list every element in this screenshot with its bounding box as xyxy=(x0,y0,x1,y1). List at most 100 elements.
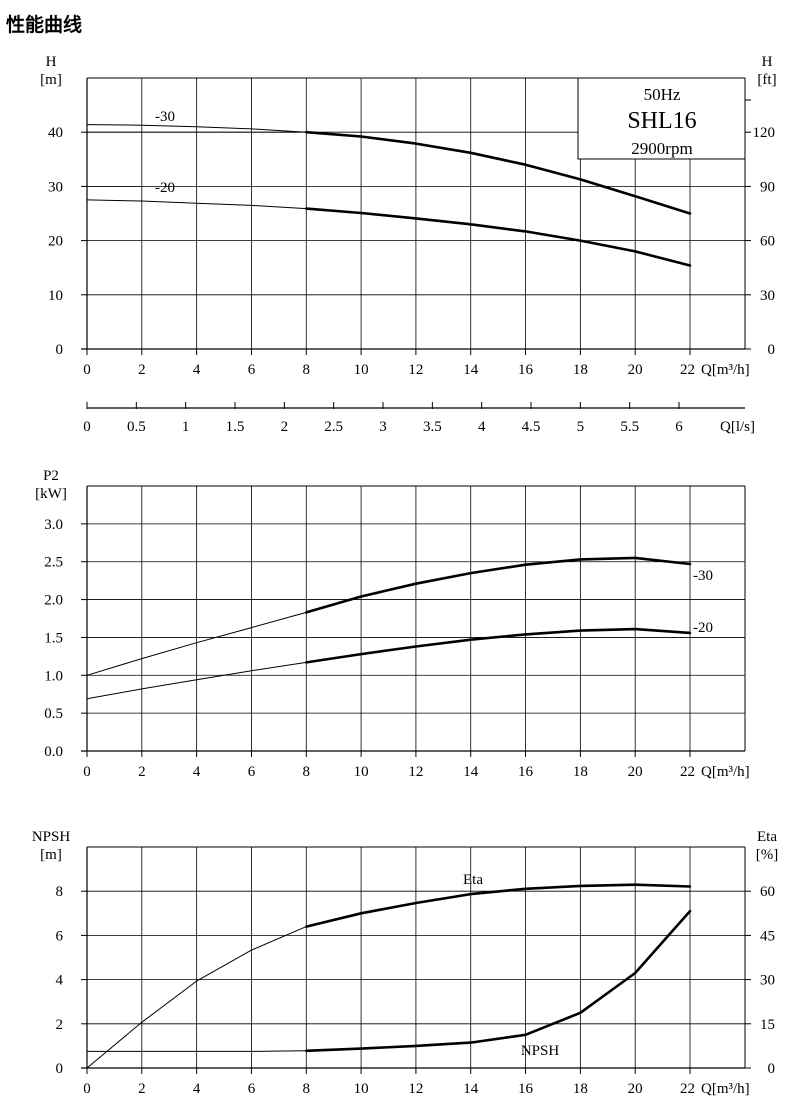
chart0-xtick-label: 22 xyxy=(680,362,695,378)
chart2-xtick-label: 22 xyxy=(680,1081,695,1097)
chart2-ylabel: NPSH xyxy=(32,829,71,845)
chart0-xtick-label: 8 xyxy=(303,362,311,378)
chart1-xtick-label: 0 xyxy=(83,764,91,780)
chart2-ytick-label: 2 xyxy=(56,1017,64,1033)
chart1-yunit: [kW] xyxy=(35,486,67,502)
chart0-ytick-label: 10 xyxy=(48,288,63,304)
q-ls-tick-label: 4 xyxy=(478,419,486,435)
chart0-xtick-label: 2 xyxy=(138,362,146,378)
chart2-series-label: Eta xyxy=(463,872,483,888)
chart2-ytick-label: 8 xyxy=(56,884,64,900)
chart2-y2tick-label: 0 xyxy=(768,1061,776,1077)
chart0-xtick-label: 18 xyxy=(573,362,588,378)
chart0-series-label: -20 xyxy=(155,180,175,196)
chart2-xtick-label: 0 xyxy=(83,1081,91,1097)
q-ls-tick-label: 0 xyxy=(83,419,91,435)
chart0-ytick-label: 0 xyxy=(56,342,64,358)
chart0-xtick-label: 10 xyxy=(354,362,369,378)
chart0-ytick-label: 40 xyxy=(48,125,63,141)
chart1-xtick-label: 6 xyxy=(248,764,256,780)
chart2-series-1-line-start xyxy=(87,1050,307,1052)
chart2-xtick-label: 12 xyxy=(408,1081,423,1097)
chart0-series-label: -30 xyxy=(155,109,175,125)
chart1-xtick-label: 2 xyxy=(138,764,146,780)
chart1-ytick-label: 0.5 xyxy=(44,706,63,722)
q-ls-tick-label: 6 xyxy=(675,419,683,435)
chart1-xtick-label: 18 xyxy=(573,764,588,780)
chart2-series-0-line xyxy=(304,883,692,928)
chart0-series-1-line xyxy=(304,207,692,267)
chart0-y2tick-label: 30 xyxy=(760,288,775,304)
chart1-xtick-label: 20 xyxy=(628,764,643,780)
q-ls-tick-label: 3 xyxy=(379,419,387,435)
chart0-y2label: H xyxy=(762,54,773,70)
chart2-xtick-label: 14 xyxy=(463,1081,479,1097)
chart2-series-0-line-start xyxy=(86,926,307,1069)
chart2-xtick-label: 4 xyxy=(193,1081,201,1097)
q-ls-tick-label: 1.5 xyxy=(226,419,245,435)
chart0-y2unit: [ft] xyxy=(757,72,776,88)
q-ls-label: Q[l/s] xyxy=(720,419,755,435)
chart0-ylabel: H xyxy=(46,54,57,70)
chart2-xtick-label: 18 xyxy=(573,1081,588,1097)
chart1-series-1-line-start xyxy=(86,661,307,700)
chart2-series-label: NPSH xyxy=(521,1043,560,1059)
chart1-ytick-label: 3.0 xyxy=(44,517,63,533)
q-ls-tick-label: 2.5 xyxy=(324,419,343,435)
chart2-ytick-label: 6 xyxy=(56,928,64,944)
chart2-y2tick-label: 60 xyxy=(760,884,775,900)
chart1-xtick-label: 8 xyxy=(303,764,311,780)
page-title: 性能曲线 xyxy=(6,14,83,36)
chart2-ytick-label: 0 xyxy=(56,1061,64,1077)
chart2-xtick-label: 20 xyxy=(628,1081,643,1097)
chart0-series-1-line-start xyxy=(86,199,307,210)
chart1-series-label: -30 xyxy=(693,568,713,584)
chart0-xtick-label: 4 xyxy=(193,362,201,378)
chart1-xtick-label: 16 xyxy=(518,764,534,780)
chart1-xtick-label: 4 xyxy=(193,764,201,780)
chart2-xtick-label: 10 xyxy=(354,1081,369,1097)
info-box-freq: 50Hz xyxy=(644,85,681,104)
chart0-yunit: [m] xyxy=(40,72,62,88)
q-ls-tick-label: 5 xyxy=(577,419,585,435)
chart0-xtick-label: 16 xyxy=(518,362,534,378)
chart2-xtick-label: 2 xyxy=(138,1081,146,1097)
chart2-ytick-label: 4 xyxy=(56,973,64,989)
chart1-ylabel: P2 xyxy=(43,468,59,484)
chart2-y2tick-label: 30 xyxy=(760,973,775,989)
chart1-ytick-label: 1.5 xyxy=(44,630,63,646)
chart2-y2tick-label: 15 xyxy=(760,1017,775,1033)
chart1-ytick-label: 2.5 xyxy=(44,555,63,571)
chart2-yunit: [m] xyxy=(40,847,62,863)
chart1-ytick-label: 1.0 xyxy=(44,668,63,684)
chart2-y2tick-label: 45 xyxy=(760,928,775,944)
info-box-model: SHL16 xyxy=(627,108,696,134)
q-ls-tick-label: 1 xyxy=(182,419,190,435)
chart2-xtick-label: 6 xyxy=(248,1081,256,1097)
chart1-xtick-label: 10 xyxy=(354,764,369,780)
q-ls-tick-label: 3.5 xyxy=(423,419,442,435)
chart1-series-0-line xyxy=(304,556,692,614)
q-ls-tick-label: 0.5 xyxy=(127,419,146,435)
chart0-series-0-line xyxy=(304,130,692,215)
chart0-y2tick-label: 60 xyxy=(760,234,775,250)
chart0-y2tick-label: 0 xyxy=(768,342,776,358)
info-box-speed: 2900rpm xyxy=(631,139,692,158)
q-ls-tick-label: 2 xyxy=(281,419,289,435)
info-box xyxy=(577,77,746,160)
chart1-xtick-label: 12 xyxy=(408,764,423,780)
chart2-xlabel: Q[m³/h] xyxy=(701,1081,750,1097)
chart1-xtick-label: 22 xyxy=(680,764,695,780)
chart1-series-0-line-start xyxy=(86,611,307,676)
chart0-xtick-label: 14 xyxy=(463,362,479,378)
q-ls-tick-label: 4.5 xyxy=(522,419,541,435)
chart2-y2unit: [%] xyxy=(756,847,779,863)
chart0-series-0-line-start xyxy=(86,124,307,133)
chart1-ytick-label: 2.0 xyxy=(44,593,63,609)
chart0-ytick-label: 30 xyxy=(48,179,63,195)
chart1-xtick-label: 14 xyxy=(463,764,479,780)
chart1-series-1-line xyxy=(304,627,692,664)
chart0-y2tick-label: 90 xyxy=(760,179,775,195)
chart0-xtick-label: 6 xyxy=(248,362,256,378)
